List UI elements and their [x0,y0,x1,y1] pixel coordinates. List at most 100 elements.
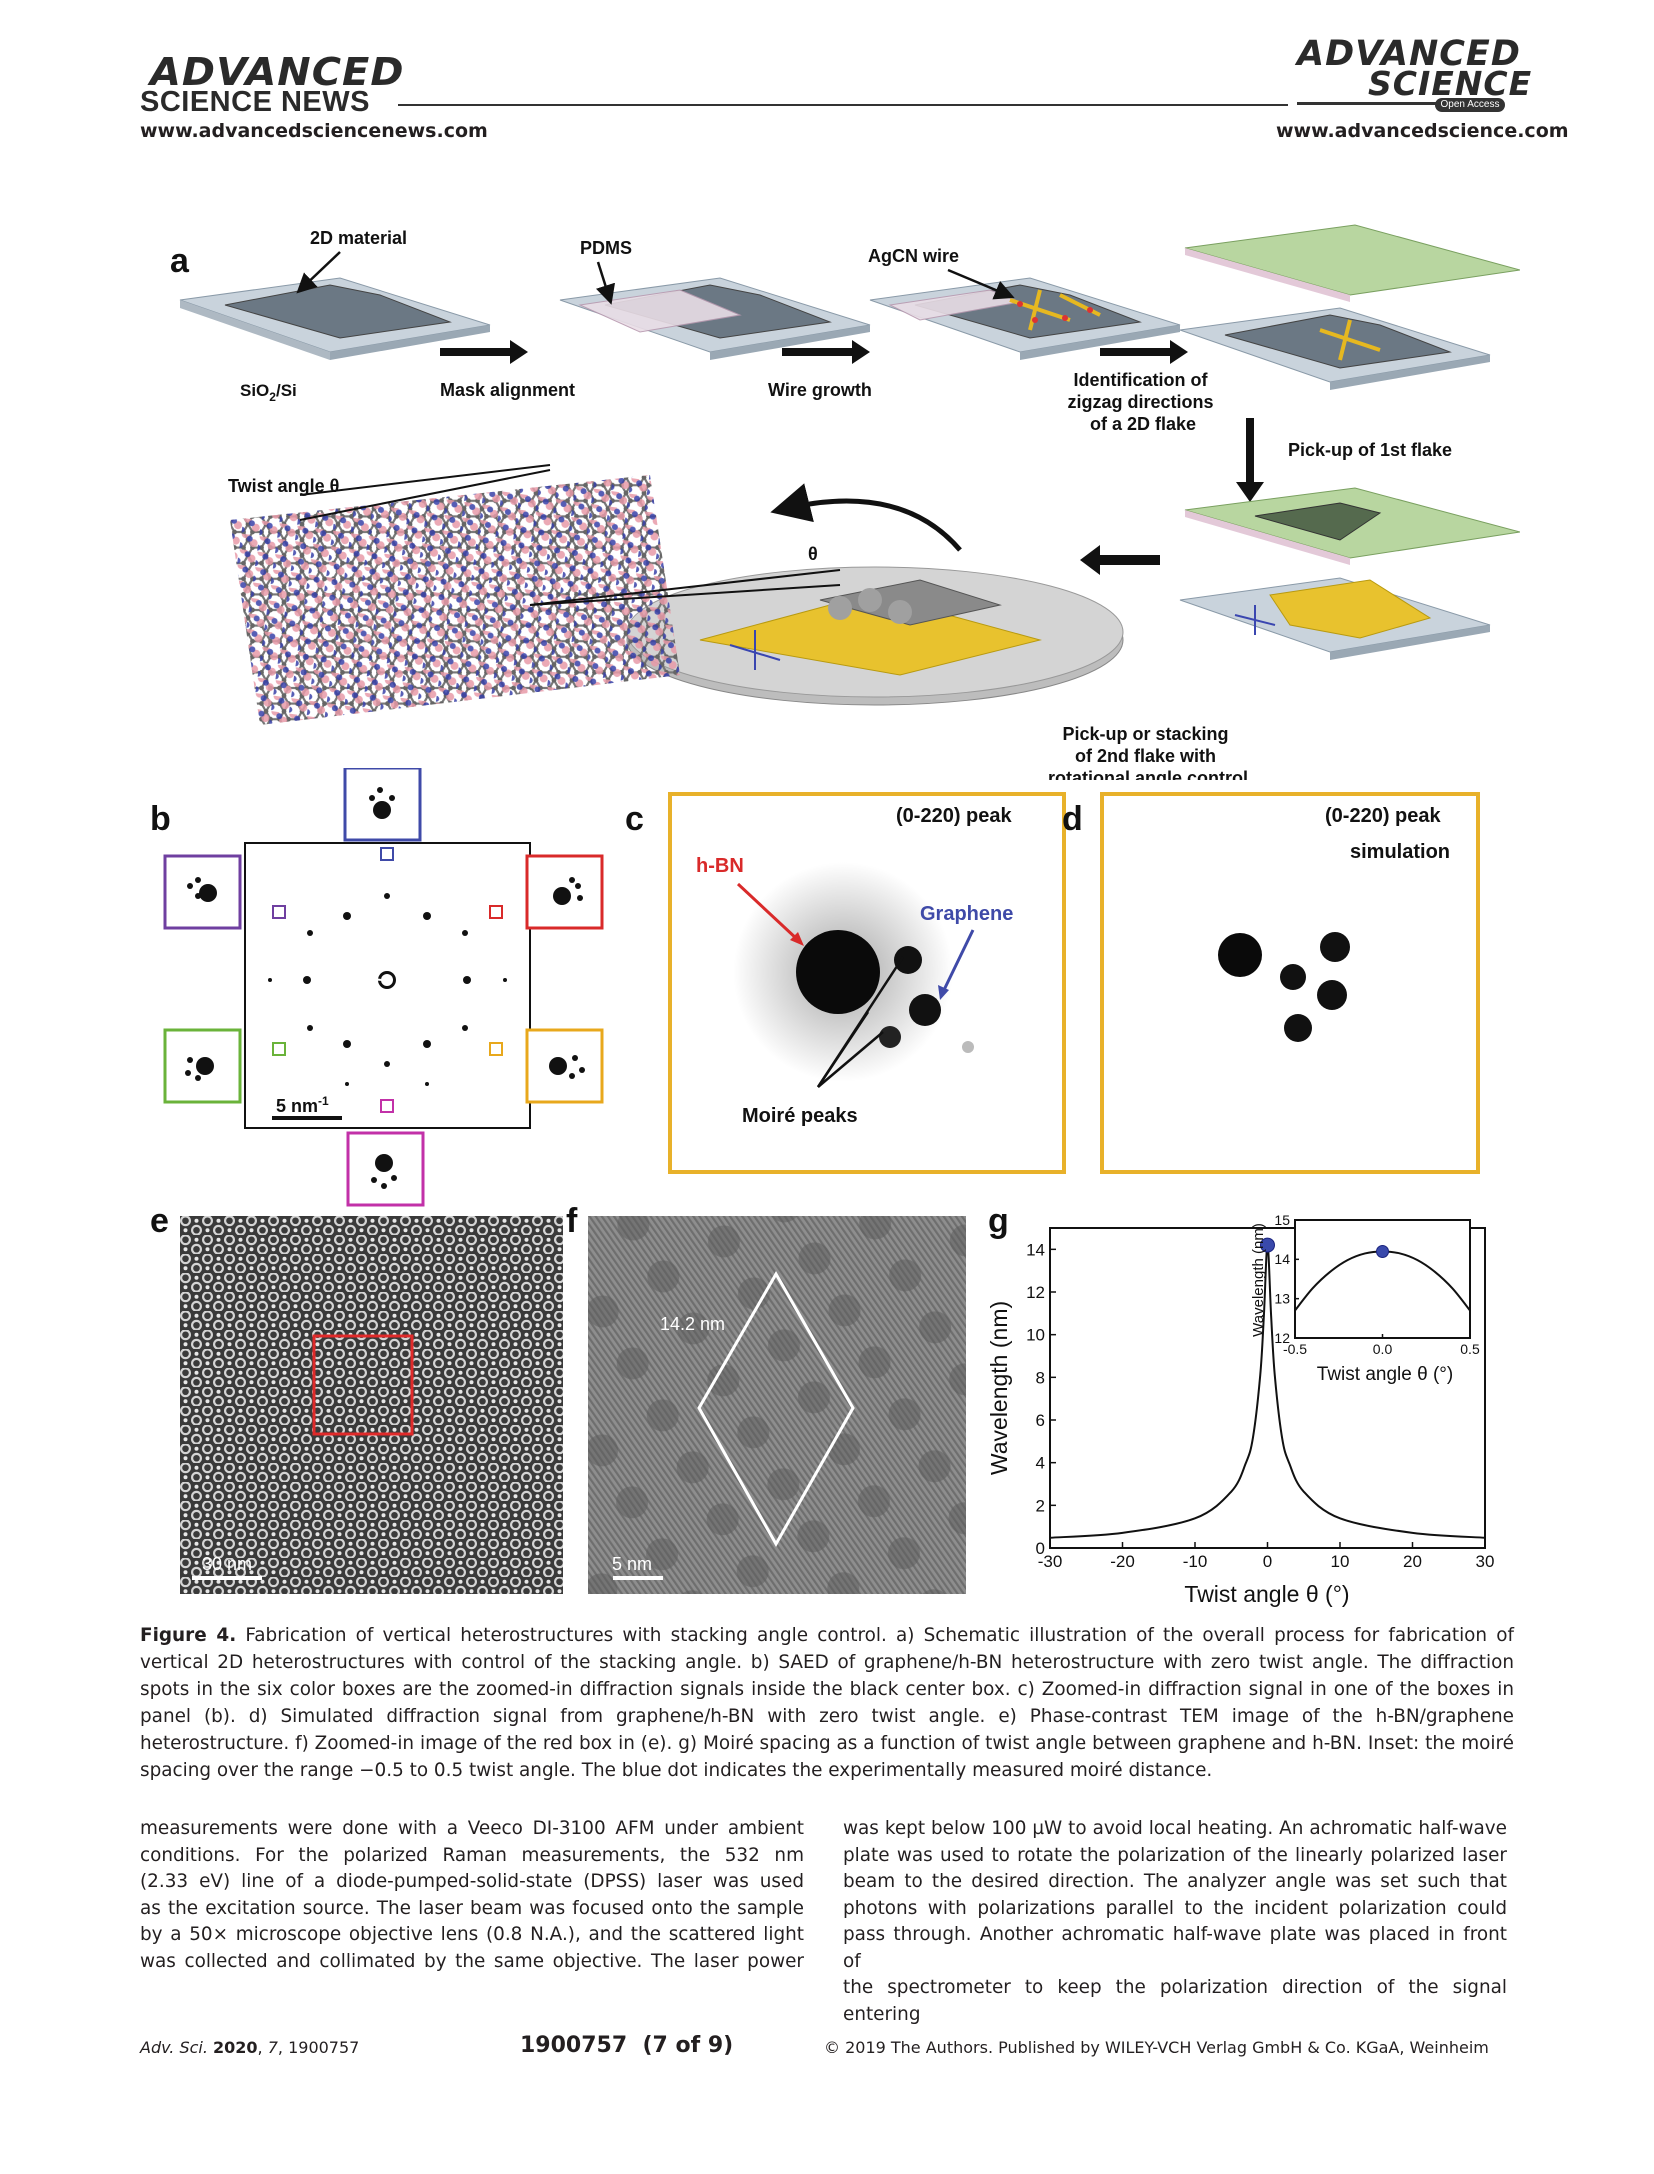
body-line: beam to the desired direction. The analy… [843,1871,1507,1892]
label-pdms: PDMS [580,238,632,258]
label-agcn-wire: AgCN wire [868,246,959,266]
main-xlabel: Twist angle θ (°) [1184,1581,1349,1607]
x-tick-label: 0.5 [1460,1341,1480,1357]
arrow-step3 [1100,340,1188,364]
y-tick-label: 0 [1036,1539,1045,1558]
arrow-pdms [595,261,616,305]
red-zoom-box [312,1334,414,1436]
label-c-peak: (0-220) peak [896,805,1012,827]
inset-xlabel: Twist angle θ (°) [1317,1364,1453,1385]
label-hbn: h-BN [696,855,744,877]
arrow-down [1236,418,1264,502]
panel-e-tem: 30 nm [180,1216,563,1594]
x-tick-label: -30 [1038,1552,1063,1571]
arrow-agcn [947,268,1015,300]
panel-b-label: b [150,800,171,838]
body-line: pass through. Another achromatic half-wa… [843,1924,1507,1972]
label-moire: Moiré peaks [742,1105,858,1127]
arrow-2d-material [296,251,341,294]
arrow-left [1080,545,1160,575]
left-logo-line1: ADVANCED [150,50,405,94]
right-url: www.advancedscience.com [1276,120,1569,142]
body-line: photons with polarizations parallel to t… [843,1897,1507,1919]
body-line: (2.33 eV) line of a diode-pumped-solid-s… [140,1871,804,1892]
scale-label-e: 30 nm [202,1554,252,1574]
x-tick-label: 10 [1331,1552,1350,1571]
panel-f-label: f [566,1202,578,1240]
label-pickup-second: Pick-up or stacking of 2nd flake with ro… [1048,724,1248,780]
y-tick-label: 13 [1274,1291,1290,1307]
panel-c-zoom: (0-220) peak h-BN Graphene Moiré peaks [668,792,1066,1174]
body-line: was collected and collimated by the same… [140,1950,804,1972]
moire-lattice [230,464,841,725]
scale-label-b: 5 nm-1 [276,1094,329,1116]
inset-ylabel: Wavelength (nm) [1250,1223,1267,1337]
caption-text: Fabrication of vertical heterostructures… [140,1625,1514,1781]
y-tick-label: 14 [1274,1251,1290,1267]
arrow-graphene [941,929,975,993]
arrow-hbn [736,882,800,942]
x-tick-label: 0.0 [1373,1341,1393,1357]
panel-c-label: c [625,800,644,838]
right-logo-rule [1297,102,1437,105]
body-line: as the excitation source. The laser beam… [140,1897,804,1919]
step5-stamp-and-substrate [1179,487,1520,660]
body-left-column: measurements were done with a Veeco DI-3… [140,1816,804,1975]
label-twist-angle: Twist angle θ [228,476,339,496]
zoom-box-red [525,854,604,930]
footer-page: 1900757 (7 of 9) [520,2033,734,2058]
zoom-box-purple [163,854,242,930]
zoom-box-magenta [346,1131,425,1207]
x-tick-label: -0.5 [1283,1341,1307,1357]
label-2d-material: 2D material [310,228,407,248]
y-tick-label: 12 [1026,1283,1045,1302]
x-tick-label: 30 [1476,1552,1495,1571]
panel-d-label: d [1062,800,1083,838]
footer-copyright: © 2019 The Authors. Published by WILEY-V… [824,2038,1489,2057]
label-substrate: SiO2/Si [240,381,297,404]
inset-frame [1294,1219,1471,1339]
label-spacing: 14.2 nm [660,1314,725,1334]
body-line: the spectrometer to keep the polarizatio… [843,1977,1507,2025]
left-url: www.advancedsciencenews.com [140,120,488,142]
caption-label: Figure 4. [140,1625,237,1646]
figure-caption: Figure 4. Fabrication of vertical hetero… [140,1622,1514,1784]
panel-f-tem: 14.2 nm 5 nm [588,1216,966,1594]
body-line: by a 50× microscope objective lens (0.8 … [140,1924,804,1945]
body-right-column: was kept below 100 µW to avoid local hea… [843,1816,1507,2028]
arrows-moire [816,956,905,1088]
panel-e-label: e [150,1202,169,1240]
label-wire-growth: Wire growth [768,380,872,400]
footer-citation: Adv. Sci. 2020, 7, 1900757 [140,2038,360,2057]
y-tick-label: 6 [1036,1411,1045,1430]
scale-label-f: 5 nm [612,1554,652,1574]
main-ylabel: Wavelength (nm) [986,1301,1012,1475]
zoom-box-yellow [525,1028,604,1104]
open-access-badge: Open Access [1435,98,1505,112]
label-pickup-first: Pick-up of 1st flake [1288,440,1452,460]
panel-a-label: a [170,242,190,280]
y-tick-label: 2 [1036,1496,1045,1515]
panel-b-saed: 5 nm-1 [163,768,604,1207]
header-rule [398,104,1288,106]
body-line: conditions. For the polarized Raman meas… [140,1844,804,1866]
label-graphene: Graphene [920,903,1013,925]
body-line: was kept below 100 µW to avoid local hea… [843,1818,1507,1839]
label-theta: θ [808,544,818,564]
x-tick-label: 20 [1403,1552,1422,1571]
moire-unit-cell [697,1270,855,1548]
y-tick-label: 12 [1274,1330,1290,1346]
main-marker [1260,1237,1275,1253]
x-tick-label: 0 [1263,1552,1272,1571]
body-line: measurements were done with a Veeco DI-3… [140,1818,804,1839]
step2-substrate [559,277,871,360]
y-tick-label: 8 [1036,1368,1045,1387]
label-d-peak: (0-220) peak [1325,805,1441,827]
panel-d-simulation: (0-220) peak simulation [1100,792,1480,1174]
panel-a-schematic: a 2D material SiO2/Si Mask alignment PDM… [170,224,1520,780]
y-tick-label: 10 [1026,1326,1045,1345]
body-line: plate was used to rotate the polarizatio… [843,1844,1507,1866]
step4-stamp-and-substrate [1179,224,1520,390]
label-mask-alignment: Mask alignment [440,380,575,400]
left-logo-line2: SCIENCE NEWS [140,86,370,118]
